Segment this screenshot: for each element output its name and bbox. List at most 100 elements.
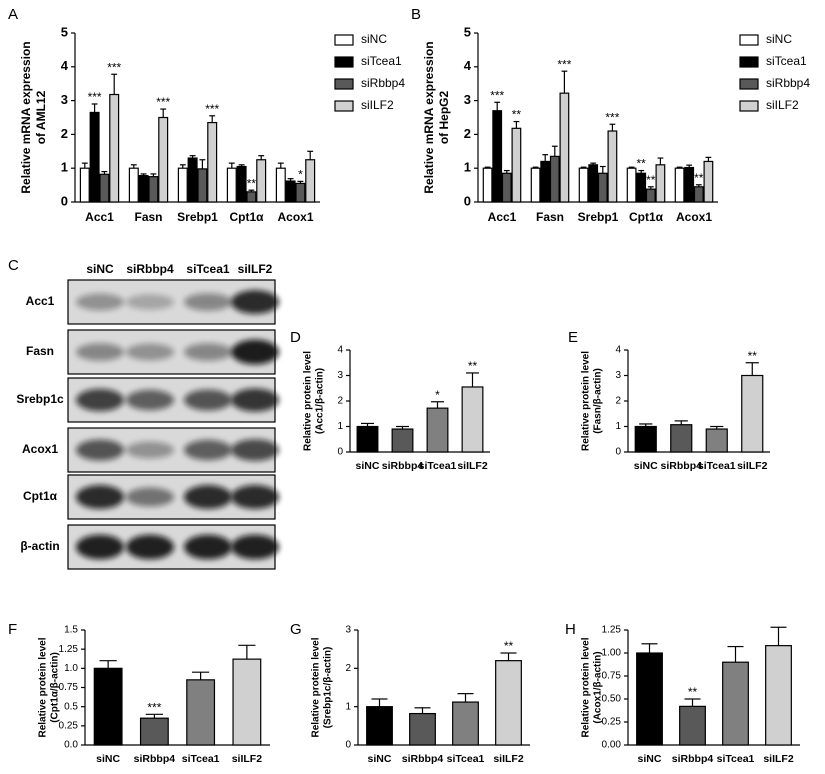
- bar: [540, 160, 551, 203]
- legend-swatch: [739, 78, 759, 90]
- x-tick-label: siRbbp4: [382, 460, 424, 472]
- y-tick-label: 0: [464, 193, 471, 208]
- y-tick-label: 4: [61, 58, 69, 73]
- bar: [186, 679, 216, 746]
- y-tick-label: 4: [464, 58, 472, 73]
- legend-label: siILF2: [361, 98, 394, 112]
- y-tick-label: 3: [61, 92, 68, 107]
- bar: [295, 182, 306, 203]
- bar: [236, 165, 247, 203]
- x-tick-label: siTcea1: [182, 753, 220, 765]
- y-tick-label: 2: [615, 396, 621, 407]
- blot-band: [184, 534, 232, 560]
- bar: [530, 167, 541, 203]
- x-tick-label: siRbbp4: [661, 460, 703, 472]
- x-tick-label: Acc1: [488, 210, 517, 224]
- bar: [674, 167, 685, 203]
- bar: [187, 157, 198, 203]
- bar: [139, 717, 169, 746]
- x-tick-label: Acox1: [277, 210, 313, 224]
- bar: [275, 167, 286, 203]
- y-tick-label: 1.0: [64, 663, 78, 674]
- bar: [366, 706, 393, 746]
- bar: [109, 93, 120, 203]
- bar: [684, 166, 695, 203]
- blot-row-label: Fasn: [26, 344, 54, 358]
- blot-row-label: Acox1: [22, 442, 58, 456]
- y-tick-label: 1.25: [602, 625, 622, 636]
- y-tick-label: 0: [337, 447, 343, 458]
- y-tick-label: 1.00: [602, 648, 622, 659]
- bar: [285, 180, 296, 203]
- significance: **: [646, 173, 656, 187]
- y-tick-label: 3: [345, 625, 351, 636]
- blot-band: [184, 439, 232, 461]
- significance: ***: [205, 102, 219, 116]
- bar: [495, 660, 522, 746]
- lane-label: siNC: [86, 262, 114, 276]
- y-tick-label: 1: [61, 160, 68, 175]
- blot-row-label: Acc1: [26, 294, 55, 308]
- bar: [207, 121, 218, 203]
- y-tick-label: 2: [337, 396, 343, 407]
- bar: [492, 110, 503, 203]
- x-tick-label: Srebp1: [177, 210, 218, 224]
- significance: **: [512, 108, 522, 122]
- significance: **: [694, 171, 704, 185]
- legend-swatch: [334, 100, 354, 112]
- bar: [741, 374, 764, 453]
- y-tick-label: 1.25: [59, 644, 79, 655]
- y-tick-label: 0: [345, 740, 351, 751]
- x-tick-label: Cpt1α: [629, 210, 664, 224]
- bar: [511, 127, 522, 203]
- significance: ***: [147, 701, 161, 715]
- significance: **: [637, 157, 647, 171]
- bar: [99, 173, 110, 203]
- significance: ***: [156, 95, 170, 109]
- bar: [636, 172, 647, 203]
- x-tick-label: siNC: [638, 753, 662, 765]
- significance: **: [468, 359, 478, 373]
- x-tick-label: Srebp1: [578, 210, 619, 224]
- y-tick-label: 2: [61, 126, 68, 141]
- y-tick-label: 2: [464, 126, 471, 141]
- bar: [148, 176, 159, 203]
- bar: [246, 191, 257, 203]
- x-tick-label: siRbbp4: [134, 753, 176, 765]
- bar: [177, 167, 188, 203]
- x-tick-label: siRbbp4: [672, 753, 714, 765]
- y-axis-label: (Cpt1α/β-actin): [50, 652, 61, 723]
- lane-label: siTcea1: [186, 262, 229, 276]
- blot-band: [231, 388, 279, 412]
- y-tick-label: 0.5: [64, 701, 78, 712]
- significance: ***: [557, 57, 571, 71]
- y-tick-label: 0: [61, 193, 68, 208]
- y-axis-label: Relative protein level: [303, 351, 314, 451]
- bar: [138, 175, 149, 203]
- y-tick-label: 3: [615, 370, 621, 381]
- legend-swatch: [334, 56, 354, 68]
- bar: [559, 92, 570, 203]
- bar: [305, 159, 316, 203]
- x-tick-label: siTcea1: [698, 460, 736, 472]
- y-axis-label: Relative protein level: [581, 637, 592, 737]
- bar: [482, 167, 493, 203]
- bar: [232, 658, 262, 746]
- y-tick-label: 0.75: [602, 671, 622, 682]
- significance: **: [748, 349, 758, 363]
- blot-band: [231, 485, 279, 509]
- significance: **: [247, 176, 257, 190]
- legend-label: siRbbp4: [361, 76, 405, 90]
- panel-letter: C: [8, 257, 19, 274]
- blot-band: [184, 389, 232, 411]
- x-tick-label: siTcea1: [717, 753, 755, 765]
- x-tick-label: siRbbp4: [402, 753, 444, 765]
- x-tick-label: siILF2: [493, 753, 524, 765]
- x-tick-label: siNC: [634, 460, 658, 472]
- lane-label: siRbbp4: [126, 262, 174, 276]
- x-tick-label: siILF2: [457, 460, 488, 472]
- legend-label: siRbbp4: [766, 76, 810, 90]
- bar: [89, 111, 100, 203]
- bar: [409, 712, 436, 746]
- y-tick-label: 0.0: [64, 740, 78, 751]
